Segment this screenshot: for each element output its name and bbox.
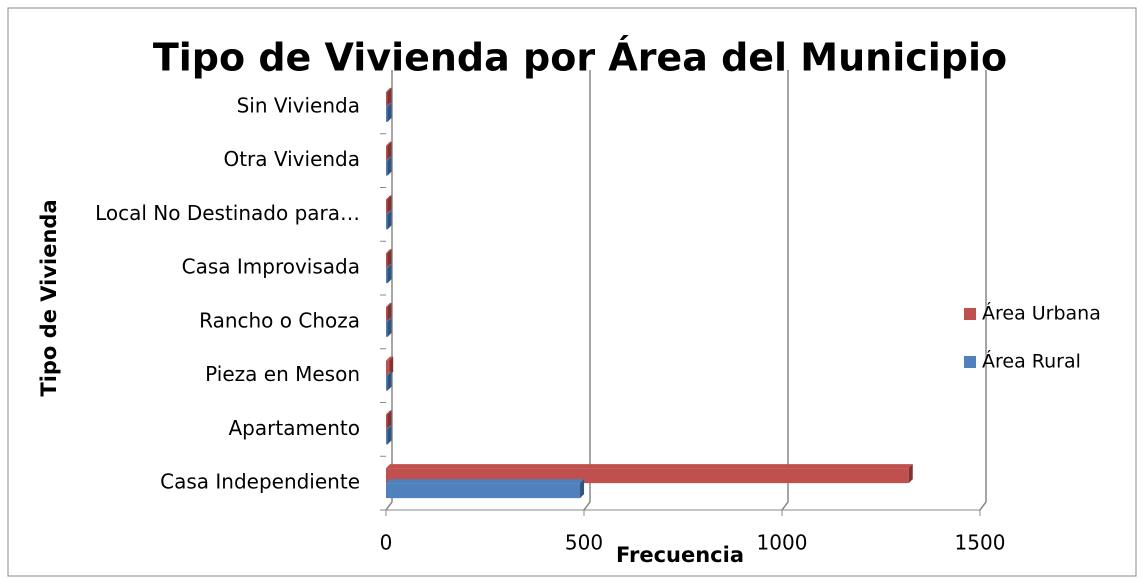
grid-line	[781, 70, 789, 511]
bar-side	[387, 210, 392, 230]
bar-top	[386, 264, 392, 269]
bar	[386, 306, 388, 322]
bar-top	[386, 87, 392, 92]
legend-label: Área Rural	[982, 350, 1081, 373]
bar-top	[386, 425, 392, 430]
bar-side	[387, 410, 392, 430]
legend-swatch	[964, 308, 976, 320]
bar-side-shade	[580, 479, 585, 499]
y-axis-label: Tipo de Vivienda	[37, 199, 61, 396]
y-tick-label: Rancho o Choza	[199, 308, 360, 332]
bar	[386, 253, 388, 269]
bar-top	[386, 156, 392, 161]
bar-top	[386, 464, 913, 469]
grid-line	[979, 70, 987, 511]
bar-side	[387, 156, 392, 176]
bar-side-shade	[387, 87, 392, 107]
y-tick-label: Local No Destinado para…	[95, 201, 360, 225]
bar-side	[387, 302, 392, 322]
bar-side-shade	[387, 317, 392, 337]
bar	[386, 106, 388, 122]
bar	[386, 145, 388, 161]
bar-side-shade	[908, 464, 913, 484]
bar-top	[386, 410, 392, 415]
bar-side-shade	[387, 425, 392, 445]
bar	[386, 214, 388, 230]
grid-line	[385, 70, 393, 511]
bar	[386, 375, 388, 391]
bar	[386, 483, 581, 499]
bar-top	[386, 356, 394, 361]
x-axis-label: Frecuencia	[616, 543, 744, 567]
x-tick-label: 500	[565, 531, 603, 555]
bar-side-shade	[387, 249, 392, 269]
x-tick-label: 1500	[955, 531, 1006, 555]
bar-top	[386, 141, 392, 146]
x-tick-label: 0	[380, 531, 393, 555]
y-tick-label: Casa Independiente	[160, 470, 360, 494]
bar-side	[580, 479, 585, 499]
bar-side-shade	[387, 141, 392, 161]
bar-side	[387, 249, 392, 269]
bar-top	[386, 210, 392, 215]
bar-side-shade	[387, 410, 392, 430]
bar-side-shade	[387, 102, 392, 122]
y-tick-label: Sin Vivienda	[237, 93, 360, 117]
bar	[386, 360, 390, 376]
bar	[386, 199, 388, 215]
bar-side	[387, 317, 392, 337]
x-tick-label: 1000	[757, 531, 808, 555]
y-tick-label: Apartamento	[229, 416, 361, 440]
bar-side	[387, 141, 392, 161]
bar	[386, 429, 388, 445]
bar-side-shade	[387, 264, 392, 284]
y-tick-label: Casa Improvisada	[182, 255, 360, 279]
bar-side-shade	[387, 371, 392, 391]
bar-top	[386, 195, 392, 200]
bar-side	[387, 102, 392, 122]
bar-side-shade	[389, 356, 394, 376]
bar	[386, 268, 388, 284]
bar-top	[386, 479, 585, 484]
bar-side	[387, 264, 392, 284]
legend-swatch	[964, 356, 976, 368]
bar-top	[386, 317, 392, 322]
grid-line	[583, 70, 591, 511]
y-tick-label: Otra Vivienda	[223, 147, 360, 171]
bar	[386, 414, 388, 430]
bar-top	[386, 249, 392, 254]
bar-side	[908, 464, 913, 484]
bar-side-shade	[387, 210, 392, 230]
bar	[386, 160, 388, 176]
bar-side	[387, 371, 392, 391]
bar-top	[386, 102, 392, 107]
bar-side	[387, 195, 392, 215]
chart-title: Tipo de Vivienda por Área del Municipio	[153, 36, 1007, 80]
legend-label: Área Urbana	[982, 302, 1101, 325]
bar-top	[386, 371, 392, 376]
bar-side-shade	[387, 195, 392, 215]
bar-side-shade	[387, 302, 392, 322]
bar-side	[387, 425, 392, 445]
bar-side-shade	[387, 156, 392, 176]
bar-top	[386, 302, 392, 307]
bar	[386, 321, 388, 337]
bar-side	[389, 356, 394, 376]
bar-side	[387, 87, 392, 107]
bar	[386, 91, 388, 107]
y-tick-label: Pieza en Meson	[205, 362, 360, 386]
